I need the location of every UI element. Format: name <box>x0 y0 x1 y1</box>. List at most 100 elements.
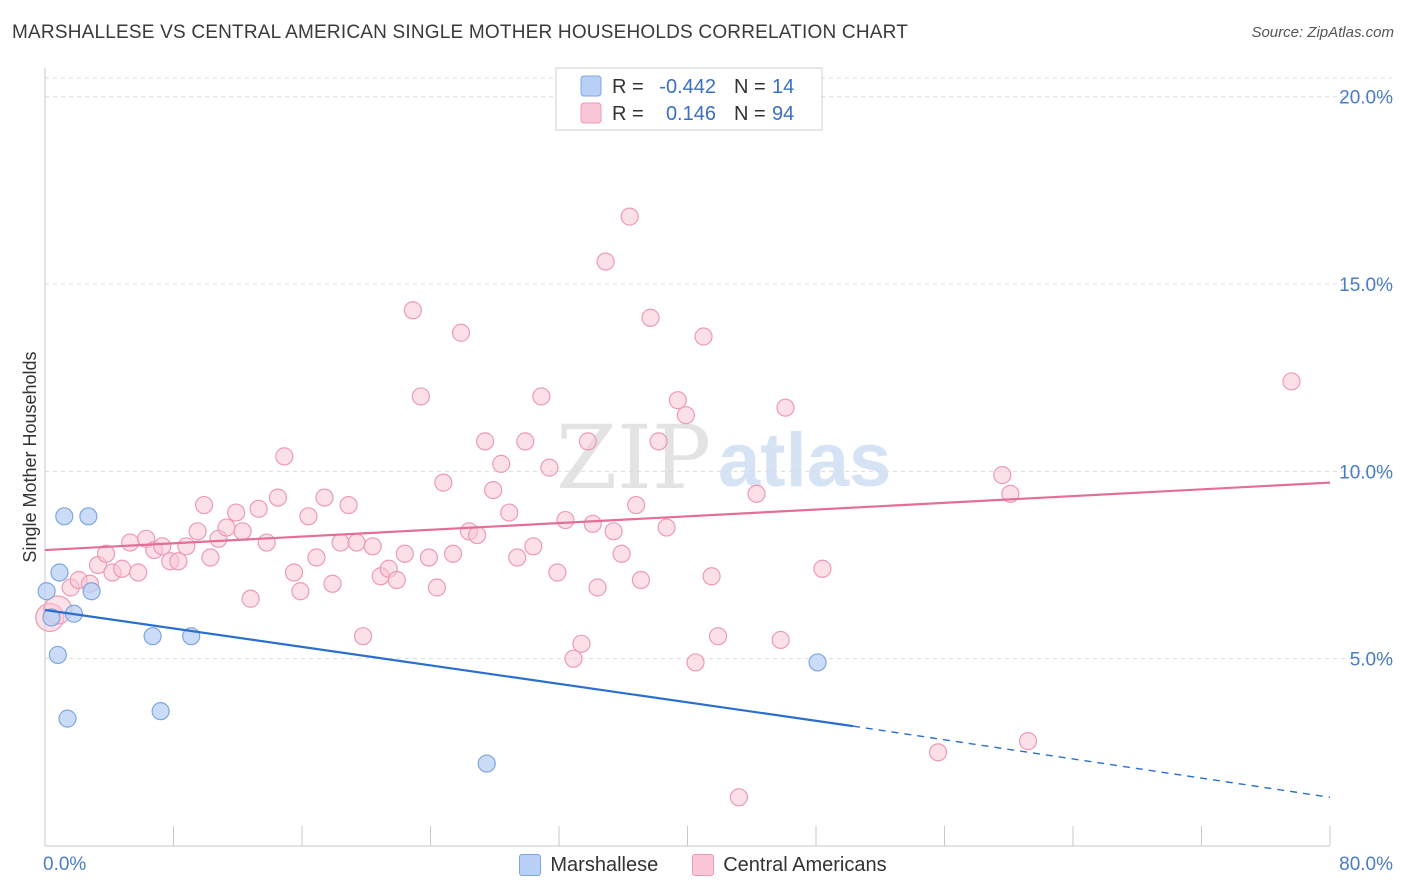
central-americans-point <box>411 387 430 406</box>
marshallese-point <box>477 754 496 773</box>
central-americans-point <box>227 503 246 522</box>
central-americans-point <box>129 563 148 582</box>
central-americans-point <box>217 518 236 537</box>
legend-item-central-americans: Central Americans <box>692 854 887 877</box>
central-americans-point <box>353 627 373 646</box>
central-americans-point <box>363 537 382 556</box>
legend-r-value-1: -0.442 <box>659 76 716 98</box>
central-americans-point <box>347 533 366 552</box>
legend-n-value-2: 94 <box>772 103 794 125</box>
central-americans-point <box>813 559 832 578</box>
central-americans-point <box>427 578 447 597</box>
trend-lines <box>44 481 1331 798</box>
central-americans-point <box>268 488 288 507</box>
marshallese-trend-extension <box>852 725 1331 798</box>
central-americans-point <box>492 454 511 473</box>
y-tick-label-15: 15.0% <box>1339 275 1393 296</box>
central-americans-point <box>476 432 495 451</box>
central-americans-point <box>676 406 695 425</box>
y-tick-label-10: 10.0% <box>1339 462 1393 483</box>
central-americans-point <box>339 495 358 515</box>
central-americans-point <box>299 507 318 526</box>
legend-n-label-1: N = <box>734 76 766 98</box>
central-americans-point <box>516 432 535 451</box>
central-americans-point <box>331 533 350 552</box>
central-americans-point <box>500 503 519 522</box>
central-americans-point <box>395 544 414 563</box>
central-americans-point <box>583 514 602 533</box>
central-americans-point <box>620 207 639 226</box>
central-americans-point <box>1018 732 1038 751</box>
central-americans-point <box>403 301 422 320</box>
marshallese-point <box>48 645 67 665</box>
central-americans-point <box>451 323 471 342</box>
central-americans-point <box>524 537 543 556</box>
central-americans-point <box>387 570 406 590</box>
central-americans-point <box>112 559 132 578</box>
legend-swatch-pink <box>692 854 715 876</box>
central-americans-point <box>532 387 551 406</box>
marshallese-point <box>42 608 61 627</box>
central-americans-point <box>194 495 214 515</box>
watermark-atlas: atlas <box>718 418 891 503</box>
central-americans-point <box>631 570 651 590</box>
marshallese-point <box>58 709 77 728</box>
marshallese-point <box>143 627 162 646</box>
central-americans-point <box>686 653 705 672</box>
central-americans-point <box>708 627 728 646</box>
central-americans-point <box>169 552 188 571</box>
central-americans-point <box>153 537 172 556</box>
central-americans-point <box>434 473 453 492</box>
central-americans-point <box>641 308 660 327</box>
legend-n-value-1: 14 <box>772 76 794 98</box>
central-americans-point <box>291 582 310 601</box>
axes <box>44 68 1331 847</box>
marshallese-trend-line <box>44 608 854 728</box>
central-americans-point <box>508 548 527 567</box>
central-americans-point <box>702 567 721 586</box>
central-americans-point <box>233 522 252 541</box>
y-tick-labels: 5.0% 10.0% 15.0% 20.0% <box>1339 88 1393 671</box>
central-americans-point <box>96 544 116 563</box>
central-americans-point <box>467 525 487 545</box>
legend-swatch-central-americans <box>580 102 602 124</box>
central-americans-point <box>626 495 646 515</box>
marshallese-point <box>50 563 69 582</box>
legend-n-label-2: N = <box>734 103 766 125</box>
central-americans-point <box>771 630 790 650</box>
legend-item-marshallese: Marshallese <box>519 854 658 877</box>
legend-swatch-marshallese <box>580 75 602 97</box>
central-americans-point <box>1282 372 1301 391</box>
y-tick-label-5: 5.0% <box>1350 650 1393 671</box>
central-americans-trend-line <box>44 481 1331 552</box>
central-americans-point <box>694 327 713 346</box>
legend-label-marshallese: Marshallese <box>550 853 659 876</box>
marshallese-point <box>55 507 74 526</box>
central-americans-point <box>484 480 503 500</box>
central-americans-point <box>249 499 268 518</box>
x-tick-label-max: 80.0% <box>1339 854 1393 875</box>
series-legend: Marshallese Central Americans <box>0 852 1406 878</box>
legend-r-label-1: R = <box>612 76 644 98</box>
central-americans-point <box>928 743 948 762</box>
zipatlas-watermark: ZIP atlas <box>556 406 891 509</box>
marshallese-points <box>37 507 827 773</box>
central-americans-point <box>993 466 1012 485</box>
central-americans-point <box>121 533 140 552</box>
central-americans-point <box>612 544 631 563</box>
central-americans-point <box>657 518 676 537</box>
central-americans-point <box>177 537 196 556</box>
chart-title: MARSHALLESE VS CENTRAL AMERICAN SINGLE M… <box>12 22 909 43</box>
central-americans-point <box>578 432 598 451</box>
central-americans-point <box>315 488 334 507</box>
central-americans-point <box>443 544 463 563</box>
central-americans-point <box>307 548 326 567</box>
marshallese-point <box>808 653 827 672</box>
central-americans-point <box>572 634 591 653</box>
central-americans-point <box>284 563 304 582</box>
marshallese-point <box>37 582 56 601</box>
x-tick-labels: 0.0% 80.0% <box>43 854 1393 875</box>
central-americans-point <box>596 252 615 271</box>
central-americans-point <box>548 563 567 582</box>
